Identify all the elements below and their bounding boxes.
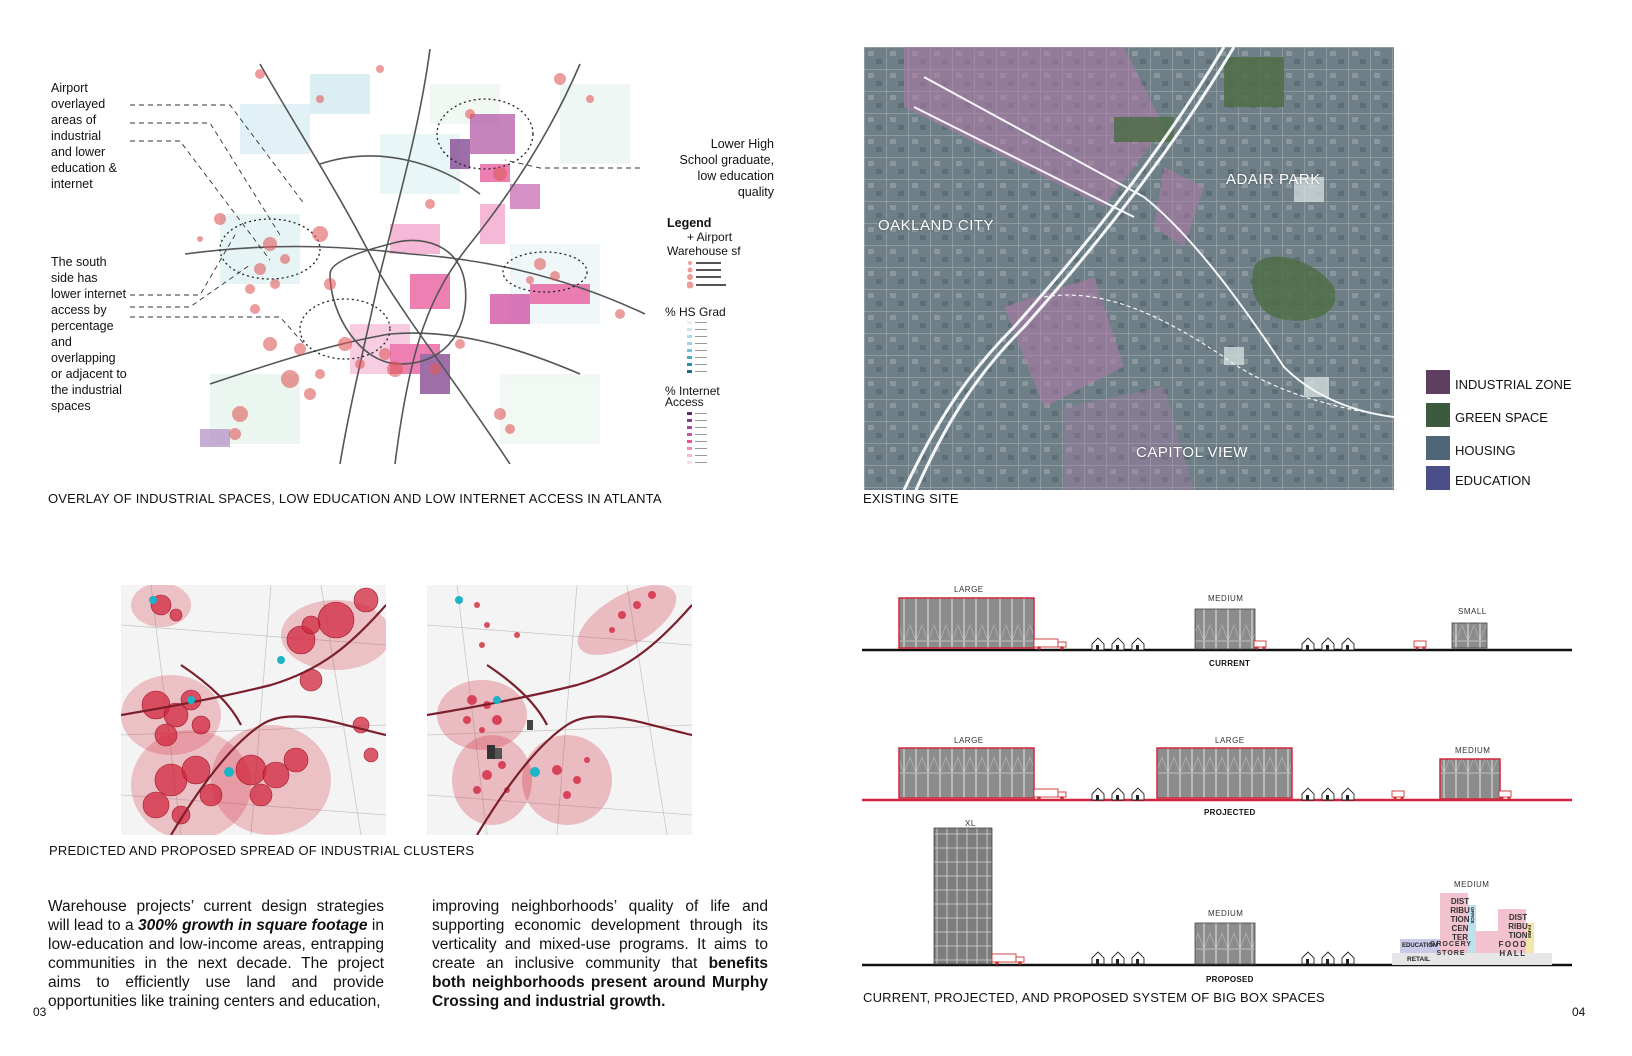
cluster-map-proposed — [427, 585, 692, 835]
label-capitol-view: CAPITOL VIEW — [1136, 444, 1248, 461]
clusters-caption: PREDICTED AND PROPOSED SPREAD OF INDUSTR… — [49, 843, 475, 858]
body-text-1-bold: 300% growth in square footage — [138, 917, 368, 934]
existing-site-map: OAKLAND CITY ADAIR PARK CAPITOL VIEW — [864, 47, 1394, 490]
existing-site-caption: EXISTING SITE — [863, 491, 959, 506]
annotation-south-side: The south side has lower internet access… — [51, 254, 151, 414]
label-proposed-medium-1: MEDIUM — [1208, 909, 1244, 918]
label-current-large: LARGE — [954, 585, 984, 594]
annotation-line: and — [51, 335, 72, 349]
swatch-housing — [1426, 435, 1450, 460]
annotation-line: low education — [697, 169, 774, 183]
legend-internet: % Internet Access — [665, 384, 720, 409]
annotation-line: areas of — [51, 113, 97, 127]
legend-education-label: EDUCATION — [1455, 473, 1531, 488]
swatch-green — [1426, 402, 1450, 427]
zone-legend: INDUSTRIAL ZONE GREEN SPACE HOUSING EDUC… — [1426, 366, 1572, 493]
annotation-line: or adjacent to — [51, 367, 127, 381]
label-projected-medium: MEDIUM — [1455, 746, 1491, 755]
body-text-2-bold: benefits both neighborhoods present arou… — [432, 955, 768, 1010]
label-proposed-xl: XL — [965, 819, 976, 828]
label-oakland-city: OAKLAND CITY — [878, 217, 994, 234]
annotation-line: internet — [51, 177, 93, 191]
annotation-leader-lines — [130, 104, 640, 346]
annotation-line: Airport — [51, 81, 88, 95]
map-legend: Legend + Airport Warehouse sf % HS Grad … — [665, 216, 777, 477]
tower-retail: RETAIL — [1407, 956, 1430, 963]
annotation-hs-grad: Lower High School graduate, low educatio… — [640, 136, 774, 200]
legend-warehouse: Warehouse sf — [667, 244, 741, 258]
annotation-line: overlayed — [51, 97, 106, 111]
annotation-line: overlapping — [51, 351, 116, 365]
body-text-1a: Warehouse projects’ current design strat… — [48, 898, 384, 934]
big-box-caption: CURRENT, PROJECTED, AND PROPOSED SYSTEM … — [863, 990, 1325, 1005]
label-adair-park: ADAIR PARK — [1226, 171, 1321, 188]
label-projected-large-2: LARGE — [1215, 736, 1245, 745]
annotation-line: side has — [51, 271, 98, 285]
row-title-proposed: PROPOSED — [1206, 975, 1254, 984]
annotation-line: quality — [737, 185, 774, 199]
tower-education: EDUCATION — [1402, 943, 1437, 949]
legend-housing: HOUSING — [1426, 432, 1572, 463]
legend-housing-label: HOUSING — [1455, 443, 1516, 458]
swatch-industrial — [1426, 369, 1450, 394]
tower-grocery-store: GROCERY STORE — [1429, 941, 1473, 957]
annotation-line: education & — [51, 161, 118, 175]
legend-airport: + Airport — [687, 230, 733, 244]
legend-green-label: GREEN SPACE — [1455, 410, 1548, 425]
warehouse-size-legend — [686, 261, 726, 289]
atlanta-map-caption: OVERLAY OF INDUSTRIAL SPACES, LOW EDUCAT… — [48, 491, 662, 506]
annotation-line: percentage — [51, 319, 114, 333]
big-box-sections: EDUCATION RETAIL OFFICE FARM — [862, 597, 1572, 967]
tower-office: OFFICE — [1470, 907, 1475, 924]
hs-grad-scale — [687, 321, 707, 373]
tower-distribution-center: DIST RIBU TION CEN TER — [1450, 897, 1470, 942]
annotation-line: and lower — [51, 145, 106, 159]
tower-distribution: DIST RIBU TION — [1508, 913, 1528, 940]
page-number-left: 03 — [33, 1005, 47, 1019]
page-number-right: 04 — [1572, 1005, 1586, 1019]
annotation-airport: Airport overlayed areas of industrial an… — [51, 80, 141, 192]
legend-industrial: INDUSTRIAL ZONE — [1426, 366, 1572, 397]
body-text-column-2: improving neighborhoods’ quality of life… — [432, 897, 768, 1011]
annotation-line: The south — [51, 255, 107, 269]
annotation-line: lower internet — [51, 287, 127, 301]
row-title-current: CURRENT — [1209, 659, 1251, 668]
legend-hs-grad: % HS Grad — [665, 305, 726, 319]
annotation-line: Lower High — [710, 137, 774, 151]
label-proposed-medium-2: MEDIUM — [1454, 880, 1490, 889]
body-text-2a: improving neighborhoods’ quality of life… — [432, 898, 768, 972]
legend-green: GREEN SPACE — [1426, 399, 1572, 430]
label-current-small: SMALL — [1458, 607, 1487, 616]
body-text-column-1: Warehouse projects’ current design strat… — [48, 897, 384, 1011]
label-current-medium: MEDIUM — [1208, 594, 1244, 603]
swatch-education — [1426, 465, 1450, 490]
annotation-line: School graduate, — [679, 153, 774, 167]
legend-industrial-label: INDUSTRIAL ZONE — [1455, 377, 1572, 392]
annotation-line: spaces — [51, 399, 91, 413]
cluster-map-predicted — [121, 585, 386, 835]
legend-title: Legend — [667, 216, 712, 230]
annotation-line: industrial — [51, 129, 102, 143]
tower-food-hall: FOOD HALL — [1498, 940, 1528, 958]
annotation-line: access by — [51, 303, 107, 317]
body-text-1b: in low-education and low-income areas, e… — [48, 917, 384, 1010]
legend-education: EDUCATION — [1426, 462, 1572, 493]
tower-farm: FARM — [1527, 925, 1532, 938]
label-projected-large-1: LARGE — [954, 736, 984, 745]
atlanta-overlay-map — [184, 48, 646, 464]
row-title-projected: PROJECTED — [1204, 808, 1256, 817]
annotation-line: the industrial — [51, 383, 122, 397]
internet-access-scale — [687, 412, 707, 464]
